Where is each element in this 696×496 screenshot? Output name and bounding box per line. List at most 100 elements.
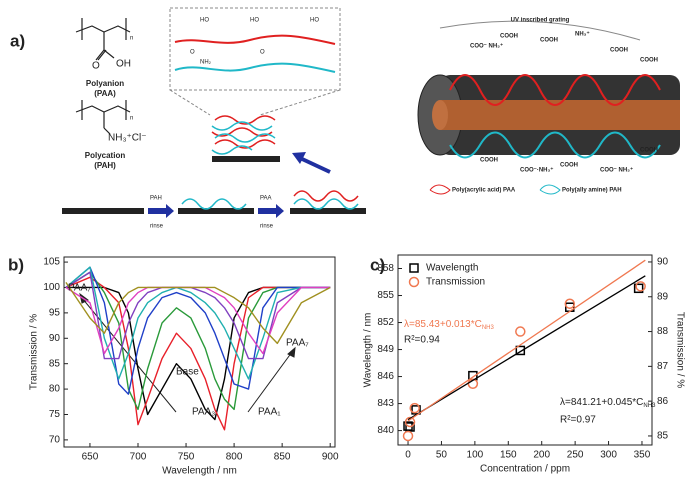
annotation-text: λ=841.21+0.045*C <box>560 397 643 408</box>
grating-label: COO⁻ NH₃⁺ <box>600 167 633 174</box>
y-tick-label: 75 <box>49 409 61 420</box>
panel-label: c) <box>370 255 385 274</box>
grating-label: COOH <box>500 34 518 40</box>
marker <box>633 283 644 294</box>
spectrum-line <box>65 266 331 395</box>
x-tick-label: 0 <box>405 450 411 461</box>
y-tick-label: 95 <box>49 308 61 319</box>
panel-label: b) <box>8 255 24 274</box>
y2-axis-label: Transmission / % <box>674 312 685 388</box>
y-tick-label: 858 <box>377 263 394 274</box>
marker <box>404 416 416 428</box>
inset-label: O <box>260 50 265 56</box>
annotation: λ=841.21+0.045*CNH3 <box>560 397 656 409</box>
y-tick-label: 85 <box>49 358 61 369</box>
annotation: PAA₇ <box>68 283 91 294</box>
y-tick-label: 70 <box>49 435 61 446</box>
grating-label: COOH <box>610 48 628 54</box>
paa-structure <box>75 18 131 135</box>
y2-tick-label: 85 <box>657 431 669 442</box>
y-axis-label: Transmission / % <box>29 314 40 390</box>
marker <box>402 430 414 442</box>
y-tick-label: 80 <box>49 384 61 395</box>
y-tick-label: 105 <box>43 257 60 268</box>
annotation: PAA₃ <box>192 407 215 418</box>
legend-entry: Wavelength <box>426 263 478 274</box>
annotation-sub: NH3 <box>482 325 495 331</box>
spectrum-line <box>65 271 331 411</box>
inset-label: HO <box>200 18 209 24</box>
grating-label: COOH <box>640 58 658 64</box>
x-tick-label: 250 <box>567 450 584 461</box>
polyanion-name: Polyanion <box>86 79 124 88</box>
marker <box>405 422 415 432</box>
y-tick-label: 852 <box>377 317 394 328</box>
fiber <box>417 20 680 195</box>
grating-label: COO⁻·NH₃⁺ <box>520 167 553 174</box>
y2-tick-label: 89 <box>657 291 669 302</box>
marker <box>515 326 526 337</box>
marker <box>515 345 526 356</box>
plot-frame <box>63 256 336 448</box>
inset-label: HO <box>310 18 319 24</box>
x-tick-label: 100 <box>467 450 484 461</box>
polycation-abbr: (PAH) <box>94 161 116 170</box>
legend-entry: Poly(ally amine) PAH <box>562 188 622 194</box>
annotation: PAA₇ <box>286 338 309 349</box>
x-tick-label: 750 <box>178 452 195 463</box>
fit-line <box>407 259 646 422</box>
panel-label: a) <box>10 31 25 50</box>
annotation: Base <box>176 367 199 378</box>
legend-marker <box>408 276 420 288</box>
y2-tick-label: 90 <box>657 257 669 268</box>
grating-label: COOH <box>640 148 658 154</box>
grating-title: UV inscribed grating <box>511 18 570 24</box>
step-name: PAA <box>260 196 272 202</box>
spectrum-line <box>65 266 331 380</box>
inset <box>169 7 341 116</box>
grating-label: NH₃⁺ <box>575 31 590 38</box>
x-tick-label: 850 <box>274 452 291 463</box>
grating-label: COOH <box>560 163 578 169</box>
annotation: R²=0.94 <box>404 335 440 346</box>
legend-entry: Transmission <box>426 277 485 288</box>
spectrum-line <box>65 282 331 345</box>
repeat-index: n <box>130 36 133 42</box>
annotation: PAA₁ <box>258 407 281 418</box>
y-tick-label: 846 <box>377 371 394 382</box>
annotation-sub: NH3 <box>643 403 656 409</box>
y-axis-label: Wavelength / nm <box>363 313 374 388</box>
x-tick-label: 800 <box>226 452 243 463</box>
y-tick-label: 90 <box>49 333 61 344</box>
inset-label: NH₂ <box>200 60 212 66</box>
annotation: R²=0.97 <box>560 415 596 426</box>
y2-tick-label: 86 <box>657 396 669 407</box>
y-tick-label: 840 <box>377 425 394 436</box>
x-tick-label: 900 <box>322 452 339 463</box>
step-name: PAH <box>150 196 162 202</box>
marker <box>409 402 420 414</box>
paa-group: OH <box>116 59 131 70</box>
legend-marker <box>409 263 419 273</box>
y2-tick-label: 87 <box>657 361 669 372</box>
annotation-text: λ=85.43+0.013*C <box>404 319 482 330</box>
grating-label: COOH <box>540 38 558 44</box>
layer-stack <box>62 115 366 218</box>
x-axis-label: Concentration / ppm <box>480 464 570 475</box>
y-tick-label: 855 <box>377 290 394 301</box>
paa-group: O <box>92 61 100 72</box>
marker <box>635 281 646 292</box>
fit-line <box>407 275 646 421</box>
repeat-index: n <box>130 116 133 122</box>
grating-label: COOH <box>480 158 498 164</box>
annotation: λ=85.43+0.013*CNH3 <box>404 319 495 331</box>
x-tick-label: 350 <box>634 450 651 461</box>
pah-group: NH₃⁺Cl⁻ <box>108 133 147 144</box>
x-tick-label: 150 <box>500 450 517 461</box>
polycation-name: Polycation <box>85 151 126 160</box>
y-tick-label: 849 <box>377 344 394 355</box>
step-action: rinse <box>150 224 164 230</box>
y-tick-label: 100 <box>43 282 60 293</box>
inset-label: HO <box>250 18 259 24</box>
